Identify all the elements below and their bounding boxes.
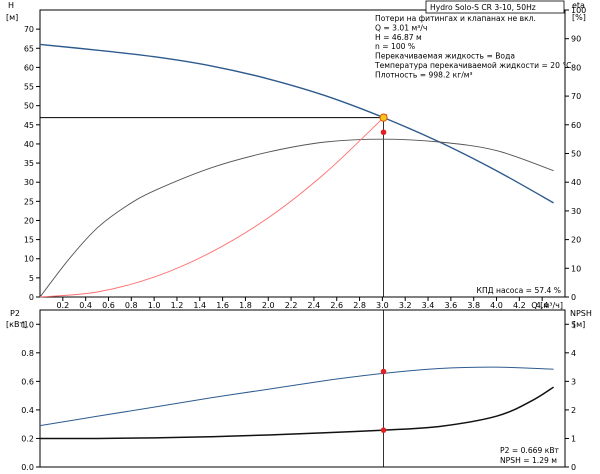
y-right-axis-unit: [%]: [572, 13, 586, 22]
y-right-tick-label: 30: [571, 207, 581, 216]
y-left-tick-label: 45: [24, 121, 34, 130]
x-tick-label: 1.2: [171, 301, 184, 310]
p2-tick-label: 0.2: [21, 434, 34, 443]
y-left-axis-unit: [м]: [6, 13, 18, 22]
y-right-tick-label: 0: [571, 293, 576, 302]
y-left-tick-label: 20: [24, 216, 34, 225]
p2-tick-label: 0.6: [21, 377, 34, 386]
npsh-tick-label: 4: [571, 349, 576, 358]
y-right-tick-label: 100: [571, 6, 586, 15]
y-left-tick-label: 35: [24, 159, 34, 168]
x-tick-label: 3.4: [422, 301, 435, 310]
series-line-npsh: [39, 386, 555, 440]
x-axis-label: Q [м³/ч]: [531, 301, 563, 310]
p2-tick-label: 0.8: [21, 349, 34, 358]
efficiency-label: КПД насоса = 57.4 %: [477, 286, 561, 295]
y-left-tick-label: 55: [24, 83, 34, 92]
p2-axis-label: P2: [10, 309, 20, 318]
y-left-tick-label: 40: [24, 140, 34, 149]
x-tick-label: 1.8: [239, 301, 252, 310]
x-tick-label: 3.2: [399, 301, 412, 310]
info-annotation: Q = 3.01 м³/ч: [375, 23, 427, 32]
info-annotation: H = 46.87 м: [375, 33, 422, 42]
p2-point: [380, 368, 387, 375]
bottom-annotation: P2 = 0.669 кВт: [500, 446, 560, 455]
y-left-tick-label: 0: [29, 293, 34, 302]
x-tick-label: 3.8: [467, 301, 480, 310]
p2-tick-label: 0.0: [21, 463, 34, 472]
y-right-tick-label: 10: [571, 264, 581, 273]
info-annotation: Перекачиваемая жидкость = Вода: [375, 52, 515, 61]
y-right-tick-label: 60: [571, 121, 581, 130]
npsh-point: [380, 427, 387, 433]
y-right-tick-label: 20: [571, 236, 581, 245]
x-tick-label: 0.2: [56, 301, 69, 310]
series-line-h: [39, 43, 554, 204]
bottom-annotation: NPSH = 1.29 м: [500, 456, 557, 465]
x-tick-label: 4.2: [513, 301, 526, 310]
x-tick-label: 4.4: [536, 301, 549, 310]
npsh-axis-label: NPSH: [570, 309, 592, 318]
x-tick-label: 1.4: [193, 301, 206, 310]
x-tick-label: 2.4: [308, 301, 321, 310]
y-left-tick-label: 60: [24, 63, 34, 72]
bottom-plot-frame: [39, 309, 566, 468]
y-right-tick-label: 80: [571, 63, 581, 72]
x-tick-label: 3.0: [376, 301, 389, 310]
npsh-tick-label: 5: [571, 320, 576, 329]
y-left-tick-label: 10: [24, 255, 34, 264]
info-annotation: Плотность = 998.2 кг/м³: [375, 70, 473, 79]
y-left-tick-label: 30: [24, 178, 34, 187]
chart-title: Hydro Solo-S CR 3-10, 50Hz: [430, 3, 536, 12]
series-line-system: [39, 113, 388, 298]
y-left-tick-label: 65: [24, 44, 34, 53]
x-tick-label: 0.8: [125, 301, 138, 310]
operating-point-marker: [379, 113, 388, 122]
y-left-tick-label: 5: [29, 274, 34, 283]
y-left-axis-label: H: [8, 1, 14, 10]
p2-axis-unit: [кВт]: [6, 320, 27, 329]
x-tick-label: 4.0: [490, 301, 503, 310]
y-right-axis-label: eta: [572, 1, 585, 10]
npsh-tick-label: 2: [571, 406, 576, 415]
x-tick-label: 2.6: [330, 301, 343, 310]
x-tick-label: 0.6: [102, 301, 115, 310]
x-tick-label: 2.2: [285, 301, 298, 310]
p2-tick-label: 0.4: [21, 406, 34, 415]
y-left-tick-label: 70: [24, 25, 34, 34]
y-right-tick-label: 90: [571, 35, 581, 44]
efficiency-point: [380, 129, 387, 136]
npsh-tick-label: 3: [571, 377, 576, 386]
x-tick-label: 2.0: [262, 301, 275, 310]
x-tick-label: 3.6: [445, 301, 458, 310]
npsh-axis-unit: [м]: [573, 320, 585, 329]
x-tick-label: 1.6: [216, 301, 229, 310]
x-tick-label: 2.8: [353, 301, 366, 310]
p2-tick-label: 1.0: [21, 320, 34, 329]
npsh-tick-label: 0: [571, 463, 576, 472]
info-annotation: n = 100 %: [375, 42, 415, 51]
y-left-tick-label: 15: [24, 236, 34, 245]
series-line-p2: [39, 366, 554, 427]
x-tick-label: 1.0: [148, 301, 161, 310]
y-right-tick-label: 50: [571, 150, 581, 159]
series-line-eta: [39, 138, 554, 298]
y-right-tick-label: 40: [571, 178, 581, 187]
npsh-tick-label: 1: [571, 434, 576, 443]
title-box: [425, 0, 565, 14]
y-left-tick-label: 25: [24, 197, 34, 206]
info-annotation: Температура перекачиваемой жидкости = 20…: [374, 61, 571, 70]
x-tick-label: 0.4: [79, 301, 92, 310]
y-left-tick-label: 50: [24, 102, 34, 111]
info-annotation: Потери на фитингах и клапанах не вкл.: [375, 14, 536, 23]
y-right-tick-label: 70: [571, 92, 581, 101]
